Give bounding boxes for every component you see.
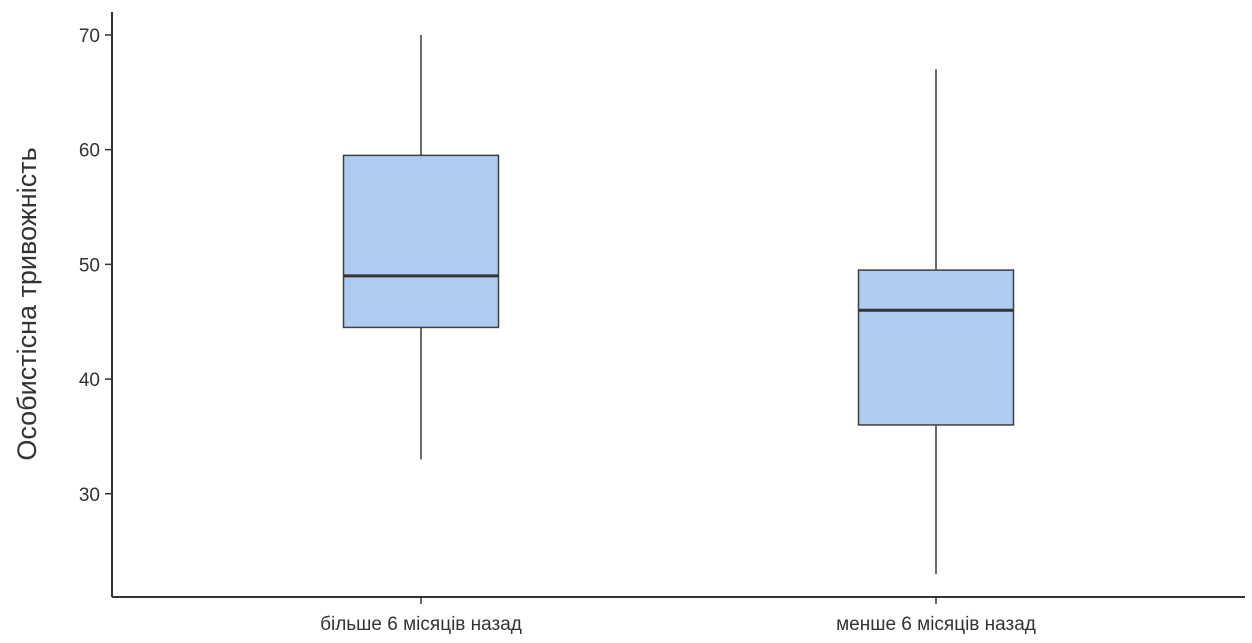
- y-axis-title: Особистісна тривожність: [12, 147, 42, 460]
- y-tick-label: 70: [79, 26, 100, 47]
- y-tick-label: 30: [79, 485, 100, 506]
- y-tick-label: 40: [79, 370, 100, 391]
- x-tick-label: менше 6 місяців назад: [836, 614, 1036, 635]
- y-tick-label: 50: [79, 255, 100, 276]
- y-tick-label: 60: [79, 141, 100, 162]
- x-tick-label: більше 6 місяців назад: [320, 614, 522, 635]
- plot-area: 30 40 50 60 70 більше 6 місяців назад менше 6 …: [79, 12, 1245, 635]
- box-iqr: [342, 154, 500, 329]
- box-iqr: [857, 269, 1015, 426]
